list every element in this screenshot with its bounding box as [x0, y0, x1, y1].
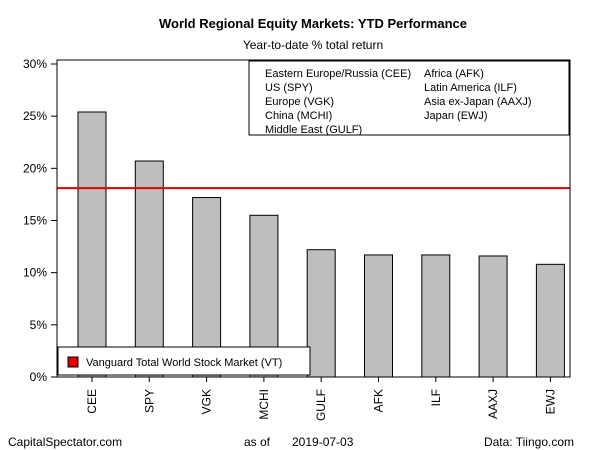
- y-tick-label: 30%: [23, 57, 47, 71]
- bar-aaxj: [478, 255, 508, 378]
- y-tick-label: 5%: [30, 318, 48, 332]
- chart-subtitle: Year-to-date % total return: [243, 38, 383, 52]
- bar-afk: [364, 254, 393, 378]
- x-tick-label: VGK: [200, 389, 214, 414]
- y-tick-label: 10%: [23, 266, 47, 280]
- x-tick-label: AAXJ: [486, 389, 500, 419]
- legend-entry: Europe (VGK): [265, 96, 334, 108]
- chart-title: World Regional Equity Markets: YTD Perfo…: [159, 16, 467, 31]
- legend-entry: Africa (AFK): [424, 68, 484, 80]
- x-tick-label: MCHI: [257, 389, 271, 420]
- legend-ref-swatch: [67, 356, 79, 368]
- x-tick-label: SPY: [142, 389, 156, 413]
- y-tick-label: 20%: [23, 161, 47, 175]
- legend-ref-label: Vanguard Total World Stock Market (VT): [86, 357, 282, 369]
- x-tick-label: AFK: [372, 389, 386, 412]
- x-tick-label: EWJ: [543, 389, 557, 414]
- legend-box: [248, 60, 570, 136]
- footer-as-of-label: as of: [244, 435, 271, 449]
- legend-entry: US (SPY): [265, 82, 313, 94]
- plot-frame: [56, 59, 571, 378]
- y-axis: 0% 5% 10% 15% 20% 25% 30%: [23, 57, 57, 384]
- bar-spy: [134, 160, 164, 378]
- footer-source-site: CapitalSpectator.com: [8, 435, 122, 449]
- legend-entry: Eastern Europe/Russia (CEE): [265, 68, 411, 80]
- bars: [77, 111, 565, 378]
- legend-entry: Latin America (ILF): [424, 82, 517, 94]
- x-tick-label: ILF: [429, 389, 443, 406]
- bar-cee: [77, 111, 107, 378]
- bar-ewj: [535, 263, 565, 378]
- y-tick-label: 0%: [30, 370, 48, 384]
- y-tick-label: 25%: [23, 109, 47, 123]
- bar-gulf: [306, 249, 336, 378]
- legend-entry: Japan (EWJ): [424, 110, 488, 122]
- legend-ref-box: [57, 346, 311, 376]
- y-tick-label: 15%: [23, 214, 47, 228]
- footer-date: 2019-07-03: [292, 435, 354, 449]
- legend-entry: Middle East (GULF): [265, 124, 362, 136]
- legend-top-right: Eastern Europe/Russia (CEE) US (SPY) Eur…: [248, 60, 570, 136]
- legend-entry: China (MCHI): [265, 110, 332, 122]
- x-tick-label: GULF: [314, 389, 328, 421]
- legend-reference: Vanguard Total World Stock Market (VT): [57, 346, 311, 376]
- x-tick-label: CEE: [85, 389, 99, 414]
- legend-entry: Asia ex-Japan (AAXJ): [424, 96, 532, 108]
- bar-ilf: [421, 254, 451, 378]
- footer-data-source: Data: Tiingo.com: [484, 435, 574, 449]
- x-axis-labels: CEE SPY VGK MCHI GULF AFK ILF AAXJ EWJ: [85, 377, 557, 421]
